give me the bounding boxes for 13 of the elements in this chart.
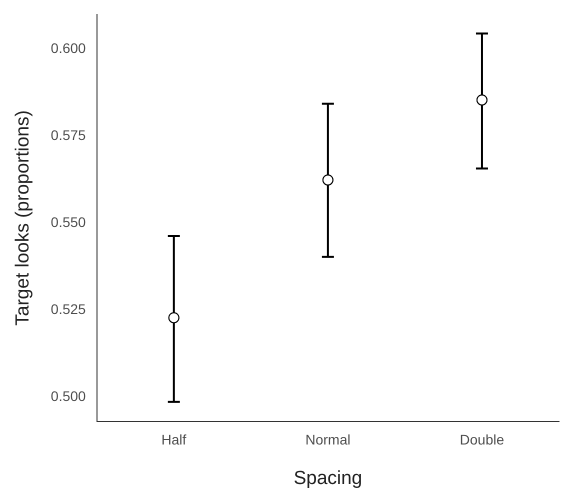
x-tick-label: Double [460, 432, 504, 448]
y-tick-label: 0.500 [50, 388, 86, 404]
y-tick-label: 0.575 [50, 127, 86, 144]
x-tick-label: Normal [305, 432, 350, 448]
x-axis-title: Spacing [294, 468, 362, 489]
point [168, 312, 180, 324]
point [322, 174, 334, 186]
y-tick-label: 0.525 [50, 300, 86, 317]
y-axis-title: Target looks (proportions) [12, 110, 34, 326]
point [476, 94, 488, 106]
x-tick-label: Half [161, 432, 186, 448]
y-tick-label: 0.600 [50, 40, 86, 56]
y-tick-label: 0.550 [50, 214, 86, 230]
